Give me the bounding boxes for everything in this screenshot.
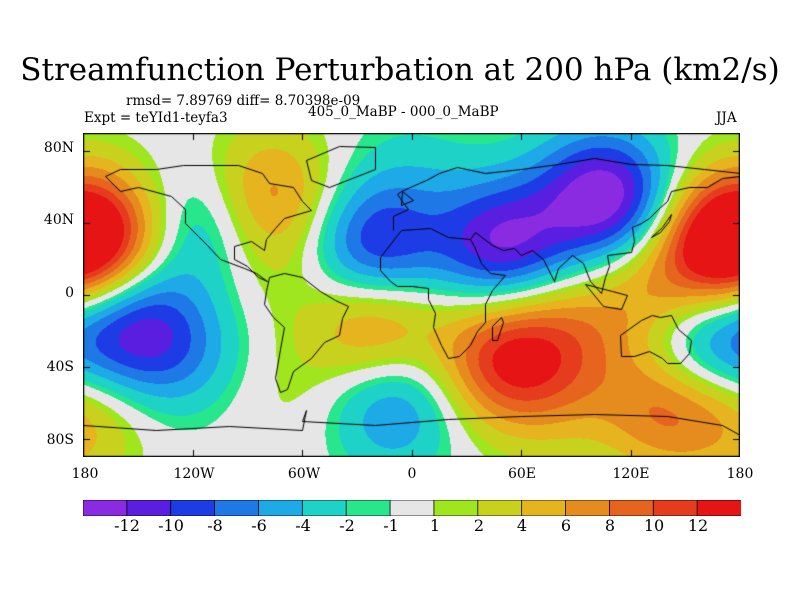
colorbar-swatch (83, 500, 128, 516)
colorbar-label: -6 (251, 516, 267, 535)
lat-tick-label: 0 (65, 285, 74, 301)
colorbar-label: 2 (473, 516, 485, 535)
rmsd-diff-stats: rmsd= 7.89769 diff= 8.70398e-09 (126, 93, 361, 109)
colorbar-label: 12 (687, 516, 709, 535)
colorbar-label: 4 (516, 516, 528, 535)
colorbar-label: 6 (560, 516, 572, 535)
lon-tick-label: 180 (726, 466, 754, 482)
colorbar-label: -2 (339, 516, 355, 535)
colorbar-label: -1 (383, 516, 399, 535)
colorbar-swatch (696, 500, 741, 516)
lon-tick-label: 60W (287, 466, 321, 482)
colorbar-swatch (345, 500, 391, 516)
colorbar-swatch (433, 500, 479, 516)
lon-tick-label: 180 (71, 466, 99, 482)
colorbar-label: 8 (604, 516, 616, 535)
colorbar-swatch (126, 500, 172, 516)
colorbar-swatch (301, 500, 348, 516)
lon-tick-label: 60E (507, 466, 537, 482)
colorbar-swatch (521, 500, 567, 516)
lat-tick-label: 40S (46, 359, 74, 375)
lat-tick-label: 80N (43, 140, 74, 156)
colorbar (83, 500, 741, 516)
lat-tick-label: 40N (43, 212, 74, 228)
colorbar-label: 1 (429, 516, 441, 535)
streamfunction-map (83, 133, 740, 457)
colorbar-swatch (652, 500, 699, 516)
colorbar-swatch (389, 500, 435, 516)
colorbar-swatch (565, 500, 611, 516)
colorbar-label: 10 (643, 516, 665, 535)
plot-title: Streamfunction Perturbation at 200 hPa (… (20, 52, 780, 88)
comparison-label: 405_0_MaBP - 000_0_MaBP (308, 104, 499, 120)
colorbar-swatch (258, 500, 304, 516)
colorbar-label: -8 (207, 516, 223, 535)
lon-tick-label: 120W (173, 466, 215, 482)
colorbar-label: -10 (158, 516, 184, 535)
colorbar-label: -12 (114, 516, 140, 535)
lat-tick-label: 80S (46, 432, 74, 448)
experiment-label: Expt = teYId1-teyfa3 (84, 110, 228, 126)
lon-tick-label: 0 (407, 466, 417, 482)
colorbar-label: -4 (295, 516, 311, 535)
colorbar-swatch (214, 500, 260, 516)
colorbar-swatch (477, 500, 523, 516)
lon-tick-label: 120E (612, 466, 650, 482)
colorbar-swatch (170, 500, 216, 516)
season-label: JJA (716, 110, 737, 126)
colorbar-swatch (609, 500, 655, 516)
